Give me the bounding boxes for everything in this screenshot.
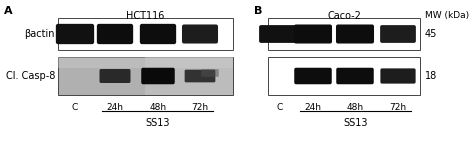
Bar xyxy=(268,57,420,95)
Bar xyxy=(146,57,233,95)
Text: 24h: 24h xyxy=(107,103,124,112)
Text: B: B xyxy=(254,6,263,16)
Bar xyxy=(58,18,233,50)
Text: C: C xyxy=(277,103,283,112)
Text: Caco-2: Caco-2 xyxy=(327,11,361,21)
Text: 45: 45 xyxy=(425,29,438,39)
Text: 48h: 48h xyxy=(149,103,166,112)
Text: SS13: SS13 xyxy=(343,118,368,128)
FancyBboxPatch shape xyxy=(97,24,133,44)
Bar xyxy=(268,18,420,50)
Text: C: C xyxy=(72,103,78,112)
Text: 48h: 48h xyxy=(346,103,364,112)
FancyBboxPatch shape xyxy=(336,68,374,84)
FancyBboxPatch shape xyxy=(380,68,416,84)
FancyBboxPatch shape xyxy=(56,24,94,44)
Bar xyxy=(58,57,233,68)
FancyBboxPatch shape xyxy=(294,68,332,84)
FancyBboxPatch shape xyxy=(100,69,130,83)
FancyBboxPatch shape xyxy=(201,69,219,77)
FancyBboxPatch shape xyxy=(380,25,416,43)
Text: 24h: 24h xyxy=(304,103,321,112)
Text: βactin: βactin xyxy=(25,29,55,39)
FancyBboxPatch shape xyxy=(259,25,301,43)
Text: Cl. Casp-8: Cl. Casp-8 xyxy=(6,71,55,81)
FancyBboxPatch shape xyxy=(336,25,374,44)
FancyBboxPatch shape xyxy=(141,68,175,84)
Text: SS13: SS13 xyxy=(145,118,170,128)
Text: HCT116: HCT116 xyxy=(126,11,164,21)
FancyBboxPatch shape xyxy=(182,25,218,44)
Text: 72h: 72h xyxy=(191,103,209,112)
FancyBboxPatch shape xyxy=(185,70,215,82)
Text: A: A xyxy=(4,6,13,16)
Text: 72h: 72h xyxy=(390,103,407,112)
FancyBboxPatch shape xyxy=(294,25,332,44)
Bar xyxy=(58,57,233,95)
Text: MW (kDa): MW (kDa) xyxy=(425,11,469,20)
FancyBboxPatch shape xyxy=(140,24,176,44)
Text: 18: 18 xyxy=(425,71,437,81)
